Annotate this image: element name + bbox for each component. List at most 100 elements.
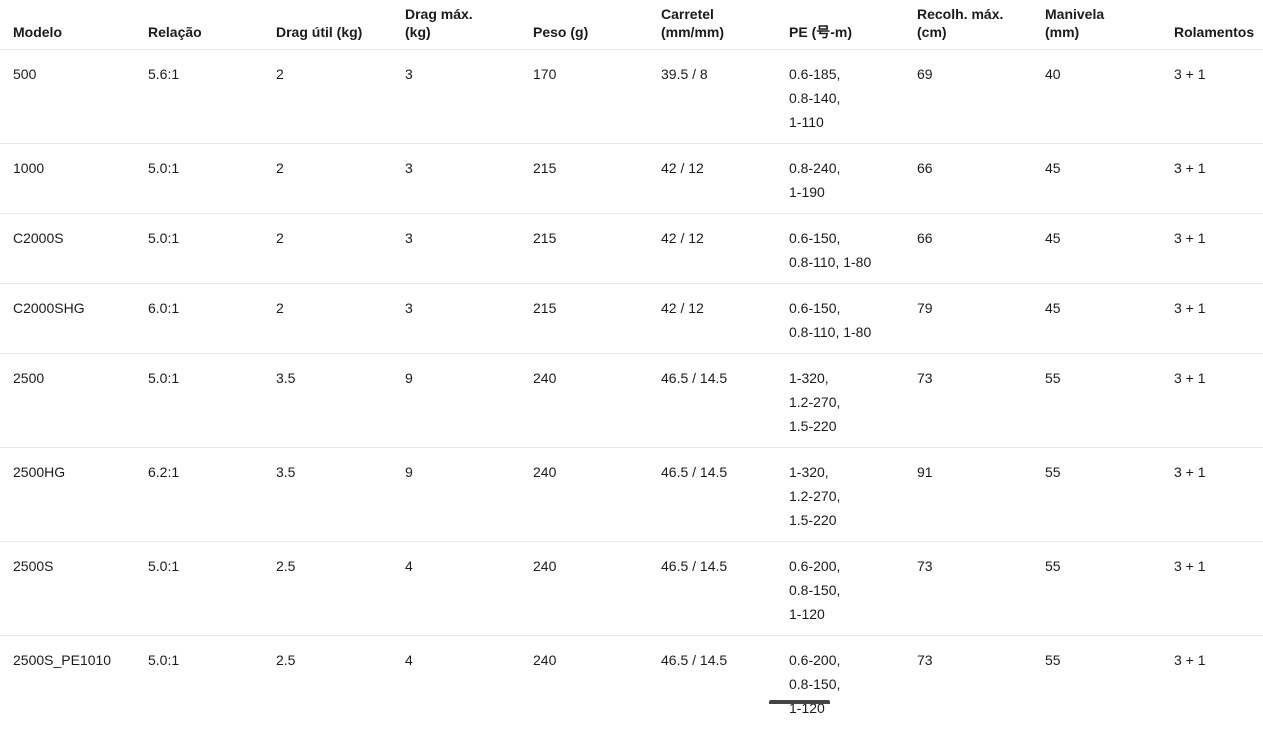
- column-header-drag_util: Drag útil (kg): [276, 0, 405, 50]
- cell-relacao: 6.0:1: [148, 284, 276, 354]
- cell-manivela: 45: [1045, 284, 1174, 354]
- cell-modelo: 1000: [0, 144, 148, 214]
- cell-rolamentos: 3 + 1: [1174, 284, 1263, 354]
- cell-drag_max: 4: [405, 636, 533, 729]
- cell-recolh_max: 73: [917, 636, 1045, 729]
- cell-carretel: 42 / 12: [661, 144, 789, 214]
- cell-rolamentos: 3 + 1: [1174, 636, 1263, 729]
- cell-relacao: 5.0:1: [148, 636, 276, 729]
- cell-pe: 0.6-150, 0.8-110, 1-80: [789, 284, 917, 354]
- cell-pe: 0.6-185, 0.8-140, 1-110: [789, 50, 917, 144]
- horizontal-scrollbar-thumb[interactable]: [769, 700, 830, 704]
- cell-modelo: 2500S_PE1010: [0, 636, 148, 729]
- cell-peso: 240: [533, 636, 661, 729]
- cell-drag_max: 3: [405, 284, 533, 354]
- cell-carretel: 46.5 / 14.5: [661, 448, 789, 542]
- cell-modelo: 500: [0, 50, 148, 144]
- cell-relacao: 5.6:1: [148, 50, 276, 144]
- cell-rolamentos: 3 + 1: [1174, 542, 1263, 636]
- cell-manivela: 45: [1045, 214, 1174, 284]
- cell-recolh_max: 66: [917, 144, 1045, 214]
- cell-drag_max: 3: [405, 214, 533, 284]
- cell-manivela: 55: [1045, 636, 1174, 729]
- cell-drag_util: 2.5: [276, 636, 405, 729]
- column-header-relacao: Relação: [148, 0, 276, 50]
- column-header-pe: PE (号-m): [789, 0, 917, 50]
- cell-recolh_max: 79: [917, 284, 1045, 354]
- cell-relacao: 5.0:1: [148, 214, 276, 284]
- cell-modelo: 2500HG: [0, 448, 148, 542]
- cell-drag_util: 2: [276, 50, 405, 144]
- cell-recolh_max: 91: [917, 448, 1045, 542]
- cell-pe: 0.6-150, 0.8-110, 1-80: [789, 214, 917, 284]
- cell-manivela: 45: [1045, 144, 1174, 214]
- cell-peso: 215: [533, 214, 661, 284]
- cell-modelo: 2500S: [0, 542, 148, 636]
- cell-drag_util: 2.5: [276, 542, 405, 636]
- column-header-carretel: Carretel (mm/mm): [661, 0, 789, 50]
- cell-rolamentos: 3 + 1: [1174, 144, 1263, 214]
- cell-modelo: C2000S: [0, 214, 148, 284]
- cell-peso: 240: [533, 354, 661, 448]
- cell-drag_util: 2: [276, 214, 405, 284]
- cell-rolamentos: 3 + 1: [1174, 354, 1263, 448]
- cell-peso: 215: [533, 144, 661, 214]
- cell-drag_max: 9: [405, 448, 533, 542]
- column-header-rolamentos: Rolamentos: [1174, 0, 1263, 50]
- column-header-peso: Peso (g): [533, 0, 661, 50]
- cell-rolamentos: 3 + 1: [1174, 214, 1263, 284]
- cell-carretel: 42 / 12: [661, 214, 789, 284]
- cell-drag_util: 2: [276, 144, 405, 214]
- cell-drag_util: 2: [276, 284, 405, 354]
- cell-carretel: 39.5 / 8: [661, 50, 789, 144]
- cell-relacao: 6.2:1: [148, 448, 276, 542]
- cell-relacao: 5.0:1: [148, 354, 276, 448]
- column-header-drag_max: Drag máx. (kg): [405, 0, 533, 50]
- cell-modelo: 2500: [0, 354, 148, 448]
- cell-carretel: 46.5 / 14.5: [661, 354, 789, 448]
- cell-manivela: 40: [1045, 50, 1174, 144]
- cell-rolamentos: 3 + 1: [1174, 50, 1263, 144]
- cell-modelo: C2000SHG: [0, 284, 148, 354]
- column-header-modelo: Modelo: [0, 0, 148, 50]
- cell-manivela: 55: [1045, 448, 1174, 542]
- cell-drag_util: 3.5: [276, 354, 405, 448]
- cell-pe: 0.6-200, 0.8-150, 1-120: [789, 636, 917, 729]
- cell-carretel: 46.5 / 14.5: [661, 636, 789, 729]
- cell-relacao: 5.0:1: [148, 144, 276, 214]
- column-header-manivela: Manivela (mm): [1045, 0, 1174, 50]
- cell-peso: 240: [533, 542, 661, 636]
- cell-drag_max: 3: [405, 144, 533, 214]
- cell-relacao: 5.0:1: [148, 542, 276, 636]
- cell-peso: 170: [533, 50, 661, 144]
- cell-manivela: 55: [1045, 354, 1174, 448]
- cell-recolh_max: 73: [917, 542, 1045, 636]
- cell-drag_max: 3: [405, 50, 533, 144]
- cell-drag_util: 3.5: [276, 448, 405, 542]
- column-header-recolh_max: Recolh. máx. (cm): [917, 0, 1045, 50]
- cell-drag_max: 4: [405, 542, 533, 636]
- cell-manivela: 55: [1045, 542, 1174, 636]
- cell-pe: 0.8-240, 1-190: [789, 144, 917, 214]
- cell-recolh_max: 66: [917, 214, 1045, 284]
- cell-pe: 1-320, 1.2-270, 1.5-220: [789, 448, 917, 542]
- cell-pe: 0.6-200, 0.8-150, 1-120: [789, 542, 917, 636]
- cell-rolamentos: 3 + 1: [1174, 448, 1263, 542]
- cell-peso: 240: [533, 448, 661, 542]
- cell-recolh_max: 69: [917, 50, 1045, 144]
- cell-peso: 215: [533, 284, 661, 354]
- cell-recolh_max: 73: [917, 354, 1045, 448]
- cell-drag_max: 9: [405, 354, 533, 448]
- cell-carretel: 46.5 / 14.5: [661, 542, 789, 636]
- cell-pe: 1-320, 1.2-270, 1.5-220: [789, 354, 917, 448]
